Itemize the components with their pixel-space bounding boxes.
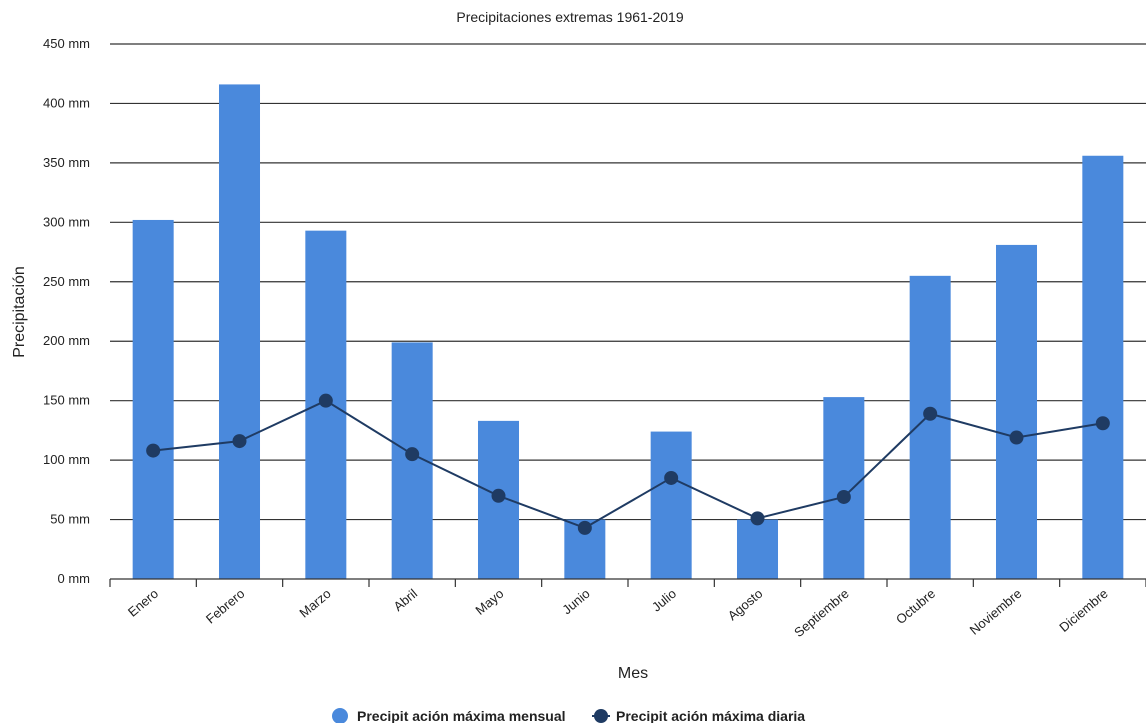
line-point xyxy=(318,393,333,408)
bar xyxy=(1082,155,1124,579)
legend-label-monthly: Precipit ación máxima mensual xyxy=(357,708,566,723)
x-tick-label: Mayo xyxy=(472,586,506,618)
line-point xyxy=(577,520,592,535)
bar xyxy=(995,244,1038,579)
x-axis-title: Mes xyxy=(618,665,648,682)
chart-title: Precipitaciones extremas 1961-2019 xyxy=(456,9,683,25)
bar xyxy=(823,397,865,579)
line-point xyxy=(836,489,851,504)
x-tick-label: Agosto xyxy=(725,586,766,624)
y-tick-label: 300 mm xyxy=(43,214,90,229)
x-tick-label: Enero xyxy=(125,586,161,620)
x-tick-label: Octubre xyxy=(893,586,938,627)
line-point xyxy=(146,443,161,458)
x-tick-label: Septiembre xyxy=(791,586,852,640)
legend-swatch-daily xyxy=(594,709,608,723)
legend: Precipit ación máxima mensual Precipit a… xyxy=(332,708,805,723)
x-tick-label: Julio xyxy=(649,586,679,615)
y-tick-label: 100 mm xyxy=(43,452,90,467)
y-tick-label: 250 mm xyxy=(43,274,90,289)
line-point xyxy=(232,434,247,449)
bar xyxy=(132,219,174,579)
y-tick-label: 450 mm xyxy=(43,36,90,51)
line-point xyxy=(491,488,506,503)
x-tick-label: Junio xyxy=(559,586,592,617)
y-tick-label: 150 mm xyxy=(43,393,90,408)
line-point xyxy=(1095,416,1110,431)
y-tick-label: 50 mm xyxy=(50,512,90,527)
line-point xyxy=(923,406,938,421)
legend-swatch-monthly xyxy=(332,708,348,723)
legend-item-daily[interactable]: Precipit ación máxima diaria xyxy=(592,708,805,723)
x-tick-label: Febrero xyxy=(203,586,248,627)
legend-item-monthly[interactable]: Precipit ación máxima mensual xyxy=(332,708,566,723)
x-tick-label: Diciembre xyxy=(1056,586,1110,635)
line-point xyxy=(664,470,679,485)
bar xyxy=(736,519,779,579)
line-point xyxy=(1009,430,1024,445)
line-path xyxy=(153,399,1103,529)
y-tick-label: 0 mm xyxy=(58,571,91,586)
bar-series xyxy=(132,84,1124,579)
line-point xyxy=(750,511,765,526)
line-point xyxy=(405,447,420,462)
bar xyxy=(650,431,692,579)
y-tick-label: 200 mm xyxy=(43,333,90,348)
y-axis-title: Precipitación xyxy=(11,266,28,358)
line-series xyxy=(146,393,1110,535)
y-axis-ticks: 0 mm 50 mm 100 mm 150 mm 200 mm 250 mm 300 mm 3… xyxy=(43,36,90,586)
legend-label-daily: Precipit ación máxima diaria xyxy=(616,708,805,723)
y-tick-label: 400 mm xyxy=(43,95,90,110)
gridlines xyxy=(110,43,1146,521)
x-tick-label: Marzo xyxy=(296,586,333,621)
x-tick-label: Noviembre xyxy=(967,586,1025,638)
y-tick-label: 350 mm xyxy=(43,155,90,170)
x-axis: Enero Febrero Marzo Abril Mayo Junio Julio Agos… xyxy=(109,578,1146,640)
bar xyxy=(218,84,261,579)
x-tick-label: Abril xyxy=(391,586,421,614)
